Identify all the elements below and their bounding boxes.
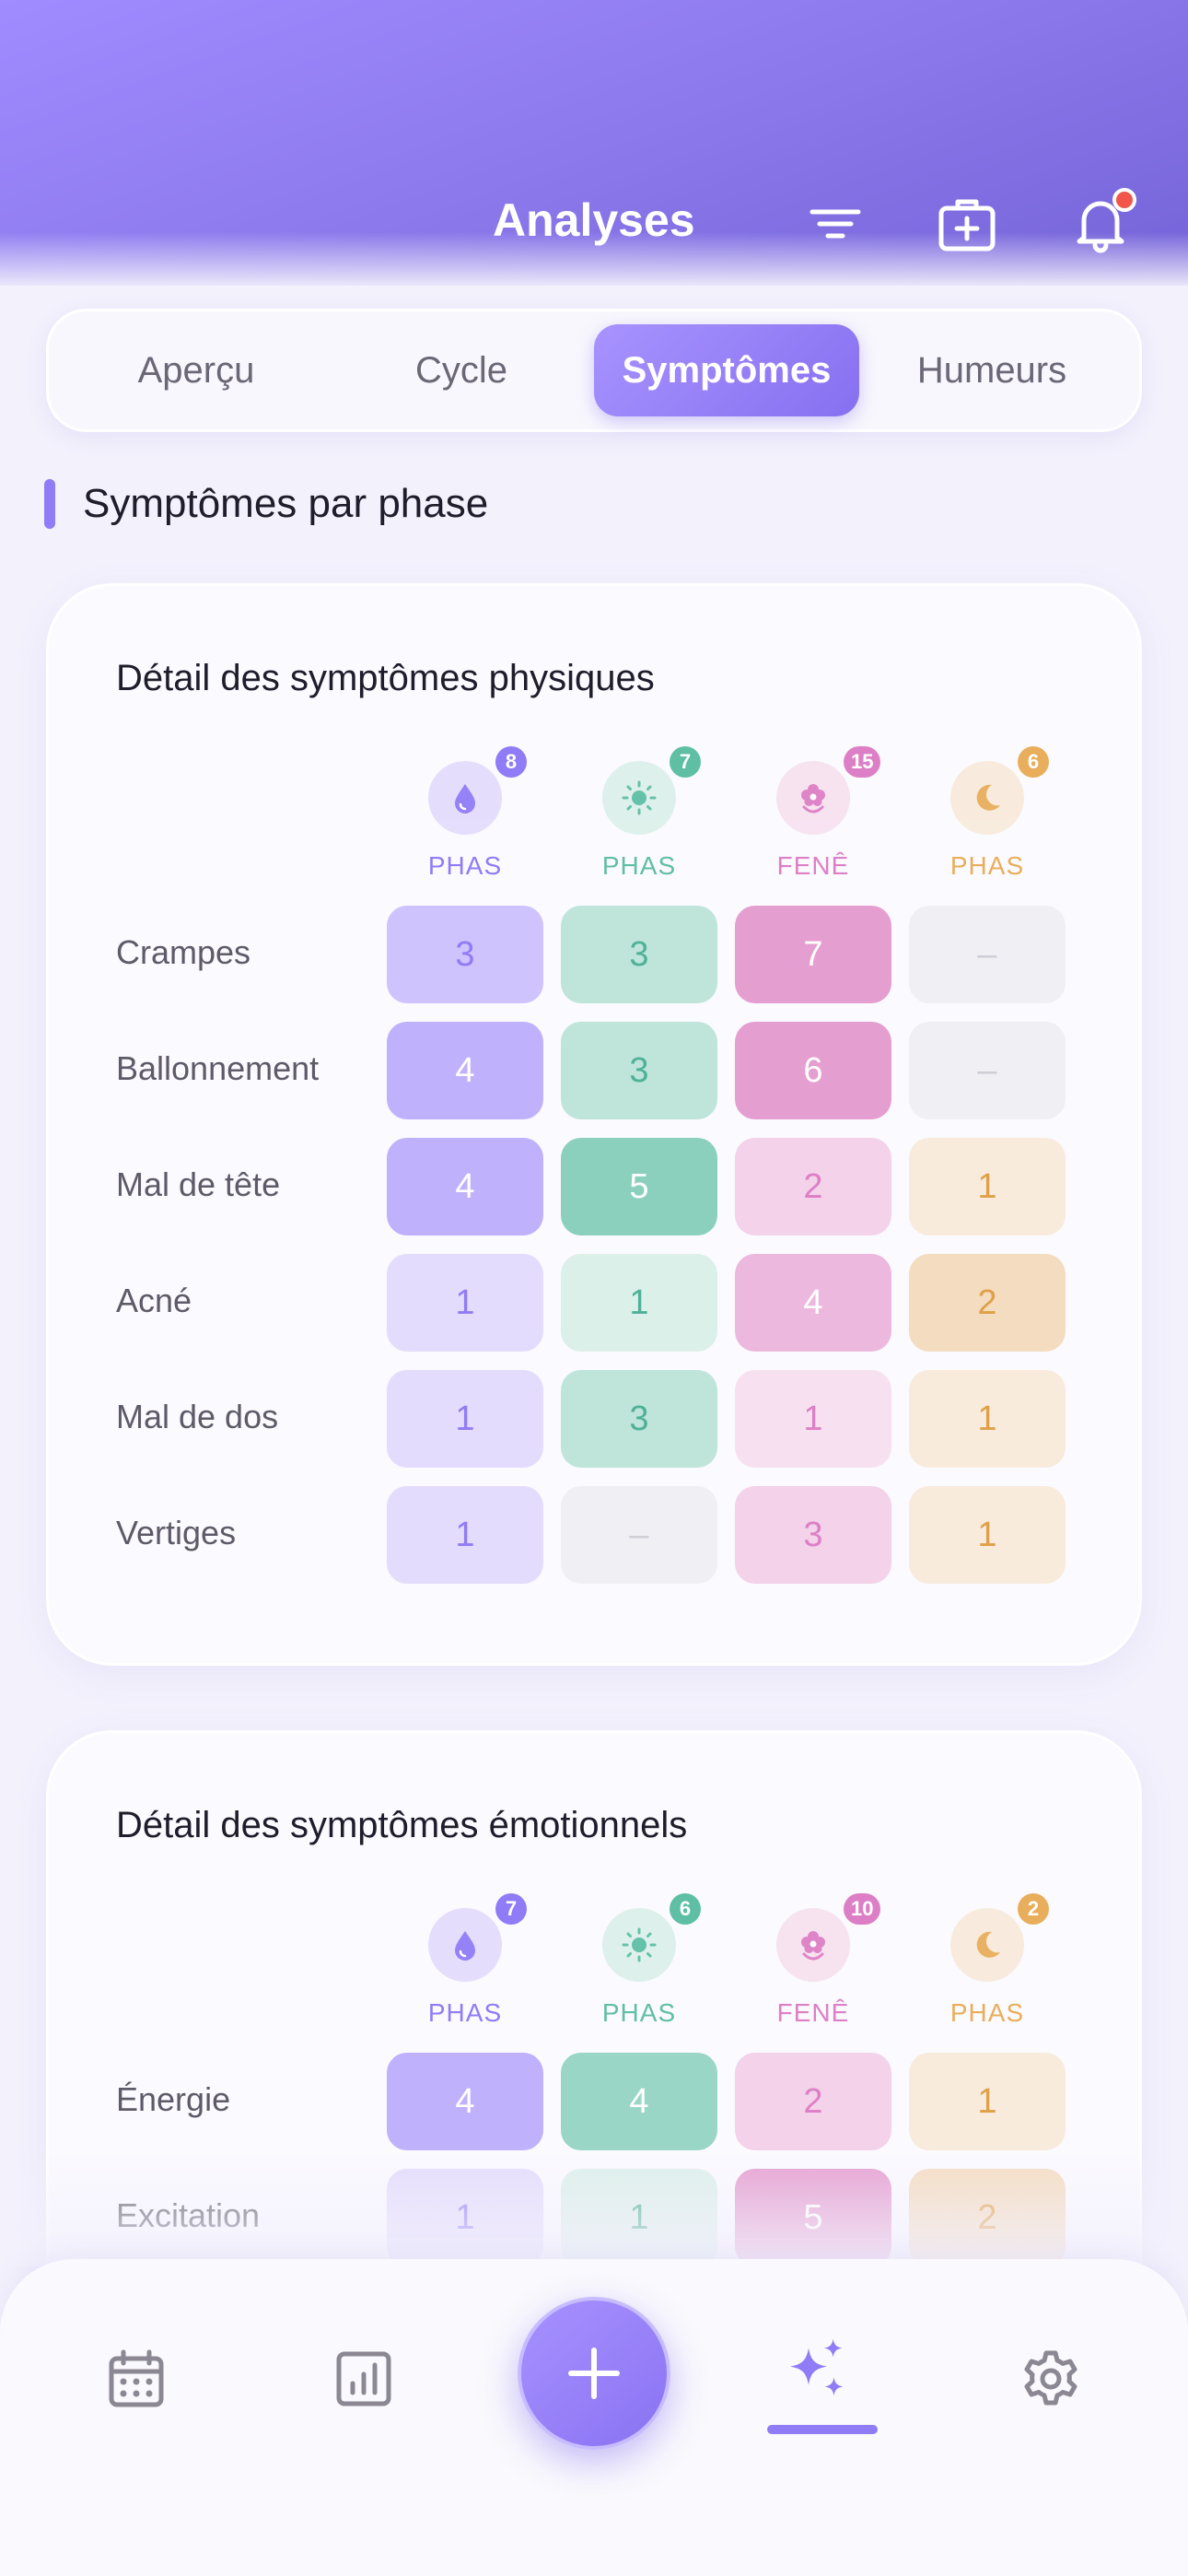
active-tab-indicator bbox=[767, 2425, 878, 2434]
phase-count-badge: 10 bbox=[844, 1893, 881, 1925]
symptom-cell[interactable]: 3 bbox=[561, 906, 717, 1003]
section-title: Symptômes par phase bbox=[83, 481, 489, 526]
symptom-label: Mal de dos bbox=[116, 1398, 279, 1435]
moon-icon bbox=[950, 761, 1024, 835]
symptom-cell[interactable]: 1 bbox=[561, 1254, 717, 1352]
phase-label: PHAS bbox=[601, 1998, 677, 2027]
section-header: Symptômes par phase bbox=[44, 479, 488, 529]
symptom-cell[interactable]: 1 bbox=[909, 1486, 1066, 1584]
symptom-cell[interactable]: 1 bbox=[387, 1370, 543, 1468]
symptom-label: Ballonnement bbox=[116, 1049, 320, 1087]
phase-header-3: 15 FENÊ bbox=[735, 743, 891, 890]
symptom-cell[interactable]: 2 bbox=[735, 1138, 891, 1235]
phase-header-4: 6 PHAS bbox=[909, 743, 1066, 890]
symptom-cell[interactable]: 3 bbox=[561, 1022, 717, 1119]
phase-header-4: 2 PHAS bbox=[909, 1890, 1066, 2037]
bottom-fade bbox=[0, 2147, 1188, 2266]
phase-count-badge: 2 bbox=[1018, 1893, 1049, 1925]
symptom-cell[interactable]: 3 bbox=[561, 1370, 717, 1468]
sun-icon bbox=[602, 761, 676, 835]
phase-count-badge: 6 bbox=[1018, 746, 1049, 778]
symptom-cell[interactable]: 1 bbox=[909, 2053, 1066, 2150]
notification-dot bbox=[1112, 188, 1136, 212]
phase-label: FENÊ bbox=[776, 1998, 850, 2027]
calendar-icon[interactable] bbox=[104, 2347, 169, 2411]
symptom-cell[interactable]: 2 bbox=[909, 1254, 1066, 1352]
settings-icon[interactable] bbox=[1019, 2347, 1083, 2411]
symptom-cell[interactable]: – bbox=[909, 906, 1066, 1003]
symptom-cell[interactable]: 4 bbox=[735, 1254, 891, 1352]
tab-apercu[interactable]: Aperçu bbox=[137, 349, 255, 391]
phase-count-badge: 7 bbox=[495, 1893, 527, 1925]
add-icon bbox=[568, 2348, 620, 2399]
phase-count-badge: 6 bbox=[670, 1893, 701, 1925]
tab-cycle[interactable]: Cycle bbox=[414, 349, 508, 391]
symptom-label: Mal de tête bbox=[116, 1165, 281, 1203]
symptom-label: Acné bbox=[116, 1282, 192, 1319]
phase-header-1: 8 PHAS bbox=[387, 743, 543, 890]
tab-humeurs[interactable]: Humeurs bbox=[916, 349, 1067, 391]
symptom-cell[interactable]: 2 bbox=[735, 2053, 891, 2150]
symptom-cell[interactable]: – bbox=[909, 1022, 1066, 1119]
phase-header-1: 7 PHAS bbox=[387, 1890, 543, 2037]
sparkles-icon[interactable] bbox=[786, 2337, 863, 2415]
card-title: Détail des symptômes émotionnels bbox=[116, 1805, 688, 1845]
phase-label: FENÊ bbox=[776, 851, 850, 880]
phase-header-3: 10 FENÊ bbox=[735, 1890, 891, 2037]
phase-label: PHAS bbox=[949, 1998, 1025, 2027]
moon-icon bbox=[950, 1908, 1024, 1982]
symptom-cell[interactable]: – bbox=[561, 1486, 717, 1584]
section-accent-bar bbox=[44, 479, 55, 529]
tab-symptomes[interactable]: Symptômes bbox=[594, 324, 859, 416]
symptom-cell[interactable]: 6 bbox=[735, 1022, 891, 1119]
drop-icon bbox=[428, 1908, 502, 1982]
phase-label: PHAS bbox=[949, 851, 1025, 880]
segmented-tabs: Aperçu Cycle Symptômes Humeurs bbox=[46, 309, 1142, 432]
card-title: Détail des symptômes physiques bbox=[116, 658, 655, 698]
bottom-navigation bbox=[0, 2259, 1188, 2576]
phase-header-2: 6 PHAS bbox=[561, 1890, 717, 2037]
notification-bell-icon[interactable] bbox=[1068, 188, 1136, 256]
symptom-cell[interactable]: 4 bbox=[387, 1138, 543, 1235]
flower-icon bbox=[776, 1908, 850, 1982]
symptom-cell[interactable]: 4 bbox=[561, 2053, 717, 2150]
symptom-cell[interactable]: 4 bbox=[387, 1022, 543, 1119]
phase-count-badge: 7 bbox=[670, 746, 701, 778]
symptom-label: Vertiges bbox=[116, 1514, 237, 1551]
symptom-cell[interactable]: 4 bbox=[387, 2053, 543, 2150]
phase-label: PHAS bbox=[601, 851, 677, 880]
drop-icon bbox=[428, 761, 502, 835]
phase-label: PHAS bbox=[427, 1998, 503, 2027]
symptom-cell[interactable]: 1 bbox=[387, 1486, 543, 1584]
sun-icon bbox=[602, 1908, 676, 1982]
add-button[interactable] bbox=[518, 2297, 670, 2450]
flower-icon bbox=[776, 761, 850, 835]
symptom-cell[interactable]: 1 bbox=[909, 1370, 1066, 1468]
medical-kit-icon[interactable] bbox=[935, 192, 999, 256]
stats-icon[interactable] bbox=[332, 2347, 396, 2411]
symptom-cell[interactable]: 1 bbox=[909, 1138, 1066, 1235]
phase-count-badge: 15 bbox=[844, 746, 881, 778]
symptom-cell[interactable]: 1 bbox=[387, 1254, 543, 1352]
symptom-cell[interactable]: 1 bbox=[735, 1370, 891, 1468]
phase-header-2: 7 PHAS bbox=[561, 743, 717, 890]
filter-icon[interactable] bbox=[803, 192, 868, 256]
symptom-cell[interactable]: 7 bbox=[735, 906, 891, 1003]
symptom-cell[interactable]: 3 bbox=[735, 1486, 891, 1584]
physical-symptoms-card: Détail des symptômes physiques 8 PHAS 7 PHA… bbox=[46, 583, 1142, 1666]
page-title: Analyses bbox=[493, 194, 695, 246]
symptom-label: Énergie bbox=[116, 2080, 231, 2118]
app-header bbox=[0, 0, 1188, 287]
phase-label: PHAS bbox=[427, 851, 503, 880]
symptom-cell[interactable]: 3 bbox=[387, 906, 543, 1003]
phase-count-badge: 8 bbox=[495, 746, 527, 778]
symptom-cell[interactable]: 5 bbox=[561, 1138, 717, 1235]
symptom-label: Crampes bbox=[116, 933, 251, 971]
